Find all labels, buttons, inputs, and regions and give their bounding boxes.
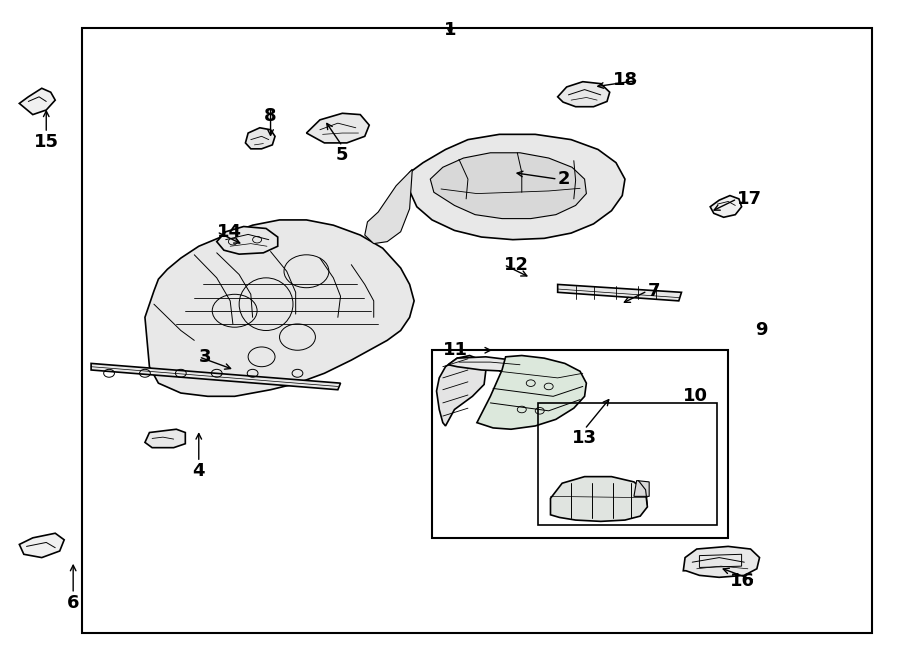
Text: 15: 15 <box>34 133 58 151</box>
Bar <box>432 350 728 538</box>
Polygon shape <box>634 481 649 496</box>
Polygon shape <box>145 429 185 447</box>
Text: 2: 2 <box>558 170 571 188</box>
Text: 14: 14 <box>217 223 242 241</box>
Bar <box>538 403 717 525</box>
Text: 4: 4 <box>193 462 205 480</box>
Polygon shape <box>683 547 760 577</box>
Polygon shape <box>430 153 587 219</box>
Polygon shape <box>217 227 278 254</box>
Text: 5: 5 <box>336 146 348 164</box>
Text: 11: 11 <box>443 341 468 359</box>
Polygon shape <box>91 364 340 390</box>
Polygon shape <box>551 477 647 522</box>
Polygon shape <box>448 357 531 371</box>
Text: 13: 13 <box>572 429 597 447</box>
Text: 10: 10 <box>683 387 708 405</box>
Bar <box>82 28 872 633</box>
Text: 9: 9 <box>755 321 768 340</box>
Polygon shape <box>558 82 609 106</box>
Text: 1: 1 <box>444 21 456 39</box>
Text: 12: 12 <box>504 256 529 274</box>
Polygon shape <box>306 113 369 143</box>
Text: 8: 8 <box>265 106 277 125</box>
Polygon shape <box>477 356 587 429</box>
Polygon shape <box>364 169 412 244</box>
Polygon shape <box>558 284 681 301</box>
Text: 6: 6 <box>67 594 79 612</box>
Polygon shape <box>145 220 414 397</box>
Polygon shape <box>246 128 275 149</box>
Polygon shape <box>19 89 55 114</box>
Polygon shape <box>19 533 64 558</box>
Text: 7: 7 <box>647 282 660 300</box>
Polygon shape <box>436 356 486 426</box>
Text: 17: 17 <box>737 190 762 208</box>
Text: 18: 18 <box>613 71 638 89</box>
Polygon shape <box>710 196 742 217</box>
Polygon shape <box>410 134 625 240</box>
Text: 3: 3 <box>199 348 212 366</box>
Text: 16: 16 <box>730 572 755 590</box>
